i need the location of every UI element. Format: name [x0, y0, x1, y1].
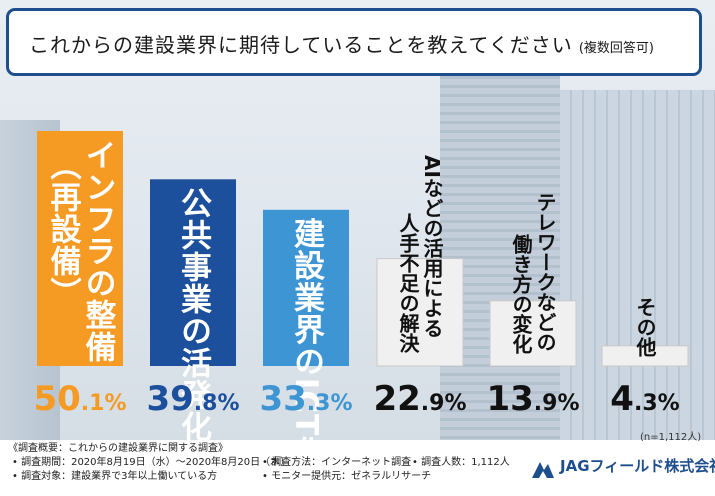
background-building: [440, 70, 560, 440]
bar: [601, 345, 689, 367]
footer-provider: • モニター提供元：ゼネラルリサーチ: [262, 471, 432, 482]
bar-label: その他: [633, 297, 657, 357]
company-logo: JAGフィールド株式会社: [530, 458, 715, 484]
title-text: これからの建設業界に期待していることを教えてください: [29, 33, 573, 57]
bar-label: AIなどの活用による: [420, 155, 444, 338]
footer-count: • 調査人数：1,112人: [412, 457, 510, 468]
background-building: [560, 90, 715, 440]
bar-label: テレワークなどの: [533, 192, 557, 352]
sample-size-note: (n=1,112人): [640, 432, 702, 443]
value-label: 33.3%: [259, 379, 352, 419]
survey-footer: 《調査概要：これからの建設業界に関する調査》 • 調査期間：2020年8月19日…: [0, 441, 715, 496]
value-label: 39.8%: [146, 379, 239, 419]
bar-label: 公共事業の活発化: [175, 187, 213, 440]
bar-label: 人手不足の解決: [396, 213, 420, 354]
bar: [376, 258, 464, 367]
footer-period: • 調査期間：2020年8月19日（水）〜2020年8月20日（木）: [12, 457, 291, 468]
bar: [150, 179, 236, 366]
bar: [263, 209, 349, 366]
title-box: これからの建設業界に期待していることを教えてください (複数回答可): [6, 8, 702, 76]
value-label: 22.9%: [373, 379, 466, 419]
footer-heading: 《調査概要：これからの建設業界に関する調査》: [8, 443, 228, 454]
footer-method: • 調査方法：インターネット調査: [262, 457, 412, 468]
value-label: 50.1%: [33, 379, 126, 419]
value-label: 13.9%: [486, 379, 579, 419]
bar-label: 働き方の変化: [509, 234, 533, 354]
company-name: JAGフィールド株式会社: [560, 457, 715, 475]
bar-label: （再設備）: [45, 149, 82, 309]
value-label: 4.3%: [610, 379, 679, 419]
logo-mark-icon: [532, 462, 554, 478]
bar-label: インフラの整備: [80, 139, 117, 363]
chart-title: これからの建設業界に期待していることを教えてください (複数回答可): [29, 29, 654, 58]
bar-label: 建設業界のICT化: [288, 218, 325, 440]
footer-target: • 調査対象：建設業界で3年以上働いている方: [12, 471, 218, 482]
bar: [37, 130, 123, 366]
title-note: (複数回答可): [578, 41, 654, 56]
bar: [489, 300, 577, 367]
